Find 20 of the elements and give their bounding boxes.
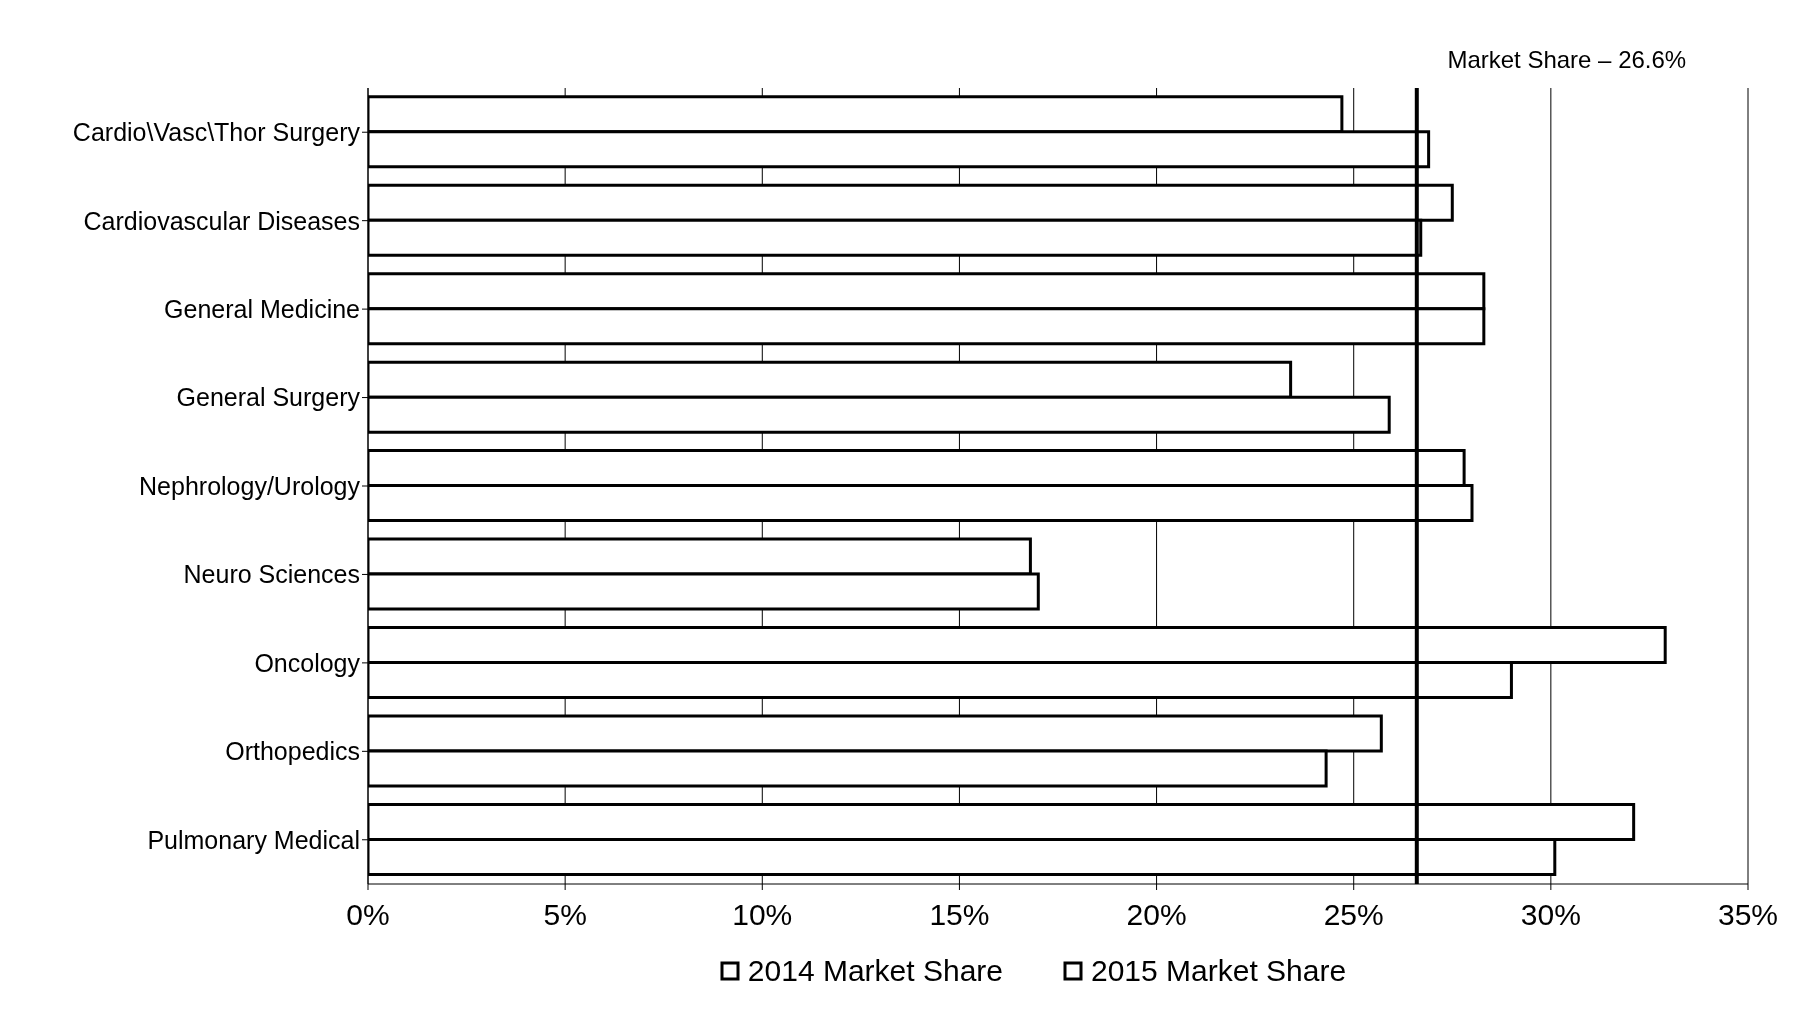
- x-tick-label: 25%: [1323, 898, 1384, 932]
- x-tick-label: 35%: [1717, 898, 1779, 932]
- legend-label: 2014 Market Share: [747, 954, 1003, 988]
- y-tick-label: Neuro Sciences: [183, 560, 360, 589]
- legend-label: 2015 Market Share: [1091, 954, 1347, 988]
- y-tick-label: Nephrology/Urology: [139, 471, 361, 500]
- ref-line-label: Market Share – 26.6%: [1447, 46, 1687, 73]
- y-tick-label: Oncology: [254, 648, 361, 677]
- y-tick-label: Cardio\Vasc\Thor Surgery: [72, 118, 361, 147]
- x-tick-label: 20%: [1126, 898, 1187, 932]
- y-tick-label: General Surgery: [176, 383, 361, 412]
- y-tick-label: Pulmonary Medical: [147, 825, 360, 854]
- x-tick-label: 15%: [929, 898, 990, 932]
- x-tick-label: 0%: [346, 898, 390, 932]
- y-tick-label: Cardiovascular Diseases: [83, 206, 360, 235]
- y-tick-label: General Medicine: [164, 294, 360, 323]
- x-tick-label: 30%: [1520, 898, 1581, 932]
- x-tick-label: 10%: [732, 898, 793, 932]
- x-tick-label: 5%: [543, 898, 587, 932]
- y-tick-label: Orthopedics: [225, 737, 360, 766]
